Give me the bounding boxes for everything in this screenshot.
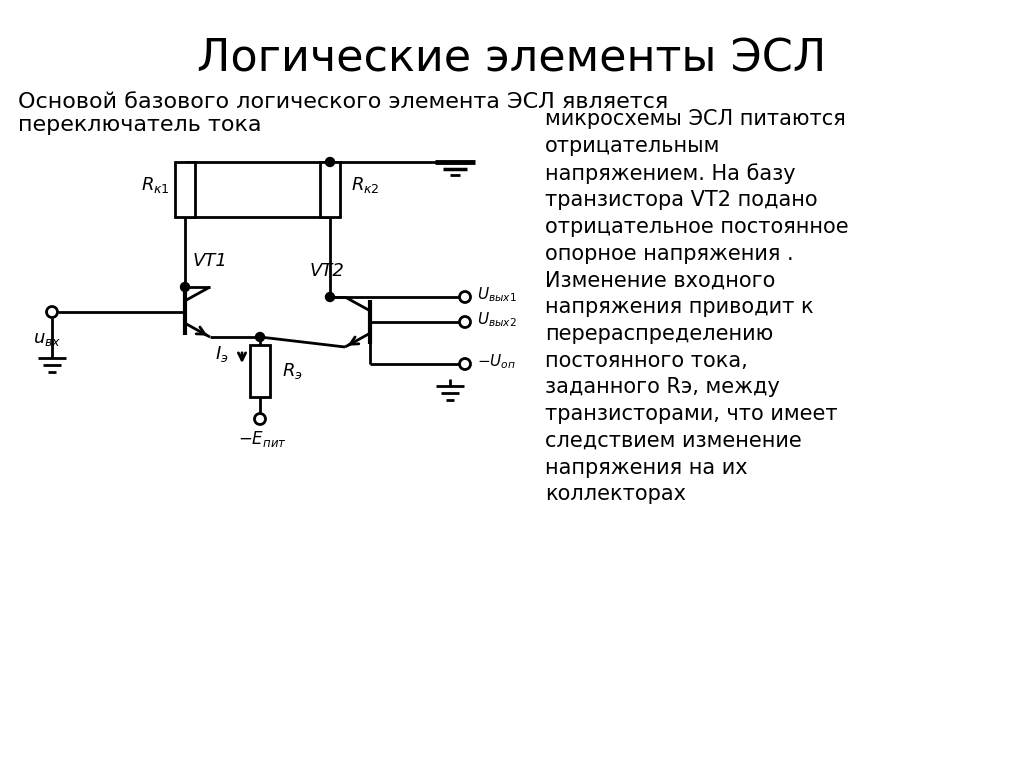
Text: микросхемы ЭСЛ питаются
отрицательным
напряжением. На базу
транзистора VT2 подан: микросхемы ЭСЛ питаются отрицательным на…: [545, 109, 849, 504]
Text: $R_{\kappa1}$: $R_{\kappa1}$: [140, 175, 169, 195]
Text: Логические элементы ЭСЛ: Логические элементы ЭСЛ: [198, 37, 826, 80]
Circle shape: [256, 333, 264, 341]
Circle shape: [46, 307, 57, 318]
Circle shape: [255, 413, 265, 424]
Circle shape: [180, 282, 189, 291]
Text: $I_{\mathit{э}}$: $I_{\mathit{э}}$: [215, 344, 228, 364]
Circle shape: [460, 358, 470, 370]
Text: VT2: VT2: [310, 262, 345, 280]
Text: Основой базового логического элемента ЭСЛ является
переключатель тока: Основой базового логического элемента ЭС…: [18, 92, 669, 135]
Bar: [250, 345, 270, 397]
Text: $U_{\mathit{вых1}}$: $U_{\mathit{вых1}}$: [477, 285, 517, 304]
Text: $-E_{\mathit{пит}}$: $-E_{\mathit{пит}}$: [238, 429, 287, 449]
Text: $U_{\mathit{вых2}}$: $U_{\mathit{вых2}}$: [477, 311, 517, 329]
Circle shape: [460, 317, 470, 328]
Text: VT1: VT1: [193, 252, 228, 270]
Bar: [175, 162, 195, 217]
Text: $R_{\kappa2}$: $R_{\kappa2}$: [350, 175, 379, 195]
Text: $u_{\mathit{вх}}$: $u_{\mathit{вх}}$: [33, 330, 61, 348]
Text: $R_{\mathit{э}}$: $R_{\mathit{э}}$: [282, 361, 303, 381]
Circle shape: [326, 157, 335, 166]
Bar: [319, 162, 340, 217]
Circle shape: [460, 291, 470, 302]
Circle shape: [326, 292, 335, 301]
Text: $-U_{\mathit{оп}}$: $-U_{\mathit{оп}}$: [477, 353, 516, 371]
